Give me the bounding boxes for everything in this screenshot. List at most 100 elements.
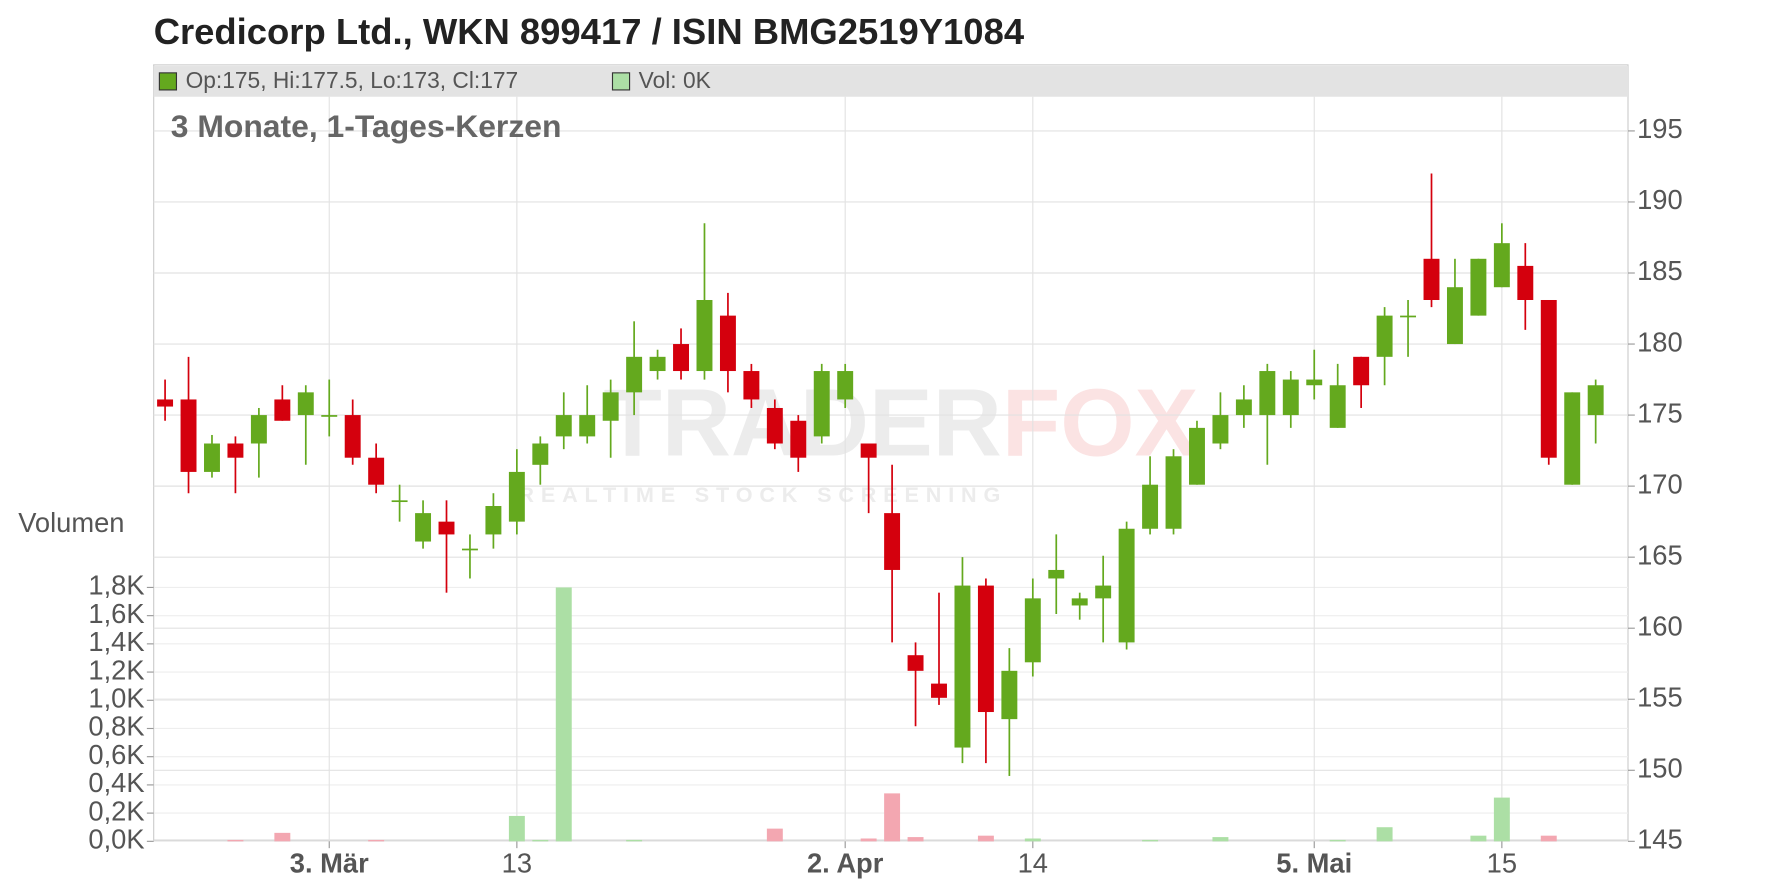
volume-bar	[508, 815, 525, 842]
y-tick-label: 180	[1637, 326, 1683, 357]
candle-body	[931, 683, 947, 698]
x-tick-label: 5. Mai	[1276, 847, 1352, 878]
legend-volume: Vol: 0K	[639, 67, 711, 93]
y-tick-label: 145	[1637, 824, 1683, 855]
candle-body	[1165, 456, 1182, 529]
volume-tick-label: 0,4K	[88, 767, 144, 798]
volume-bar	[1142, 839, 1159, 842]
chart-title: Credicorp Ltd., WKN 899417 / ISIN BMG251…	[154, 11, 1025, 52]
candle-body	[368, 457, 385, 485]
candle-body	[860, 443, 877, 458]
candle-body	[954, 585, 971, 748]
candle-body	[180, 399, 197, 472]
candle-body	[696, 299, 713, 372]
candle-body	[977, 585, 994, 713]
y-tick-label: 190	[1637, 184, 1683, 215]
volume-tick-label: 0,6K	[88, 739, 144, 770]
candle-body	[344, 415, 361, 458]
legend-swatch	[158, 72, 178, 91]
candle-body	[157, 399, 174, 407]
volume-bar	[532, 839, 549, 842]
candle-body	[438, 521, 455, 535]
candle-body	[1493, 243, 1510, 288]
volume-bar	[860, 838, 877, 842]
x-tick-label: 14	[1018, 847, 1048, 878]
candle-body	[1353, 356, 1370, 386]
legend-swatch	[611, 72, 631, 91]
volume-bar	[1024, 838, 1041, 842]
candle-body	[1540, 299, 1557, 458]
y-tick-label: 175	[1637, 397, 1683, 428]
candle-body	[1001, 670, 1018, 720]
candle-body	[1282, 379, 1299, 416]
candle-body	[766, 407, 783, 444]
candle-body	[1423, 258, 1440, 300]
candle-body	[1564, 392, 1581, 485]
volume-axis-label: Volumen	[18, 507, 124, 538]
volume-bar	[1470, 835, 1487, 842]
y-tick-label: 155	[1637, 681, 1683, 712]
candle-body	[1235, 399, 1252, 416]
volume-tick-label: 1,2K	[88, 654, 144, 685]
candle-body	[1329, 385, 1346, 428]
y-tick-label: 160	[1637, 610, 1683, 641]
volume-tick-label: 0,2K	[88, 795, 144, 826]
x-tick-label: 13	[502, 847, 532, 878]
y-tick-label: 185	[1637, 255, 1683, 286]
candle-body	[1306, 379, 1323, 386]
volume-tick-label: 0,0K	[88, 824, 144, 855]
volume-bar	[766, 828, 783, 842]
volume-bar	[1376, 827, 1393, 842]
x-tick-label: 3. Mär	[290, 847, 369, 878]
x-tick-label: 15	[1487, 847, 1517, 878]
candle-body	[813, 371, 830, 437]
candle-body	[1212, 415, 1229, 444]
candle-body	[1470, 258, 1487, 316]
candle-body	[227, 443, 244, 458]
candle-body	[1189, 427, 1205, 485]
candle-body	[1517, 265, 1534, 300]
y-tick-label: 170	[1637, 468, 1683, 499]
candle-body	[673, 344, 689, 372]
x-tick-label: 2. Apr	[807, 847, 884, 878]
volume-bar	[1212, 837, 1229, 842]
y-tick-label: 195	[1637, 113, 1683, 144]
candle-body	[884, 513, 901, 570]
plot-frame	[153, 64, 1629, 841]
candle-body	[579, 415, 596, 437]
volume-tick-label: 1,6K	[88, 598, 144, 629]
candle-body	[415, 513, 432, 542]
volume-bar	[977, 835, 994, 842]
volume-tick-label: 0,8K	[88, 711, 144, 742]
candle-body	[485, 506, 502, 535]
candle-body	[1048, 569, 1065, 579]
candle-body	[790, 420, 807, 458]
candle-body	[602, 392, 619, 421]
volume-tick-label: 1,4K	[88, 626, 144, 657]
candle-body	[1118, 528, 1135, 643]
candle-body	[907, 655, 924, 671]
candle-body	[204, 443, 220, 472]
candle-body	[1587, 385, 1604, 416]
candle-body	[649, 356, 666, 372]
volume-tick-label: 1,8K	[88, 570, 144, 601]
legend-price: Op:175, Hi:177.5, Lo:173, Cl:177	[186, 67, 519, 93]
legend-band	[153, 66, 1629, 97]
candle-body	[1400, 315, 1417, 318]
candle-body	[743, 371, 760, 400]
volume-bar	[907, 837, 924, 842]
candle-body	[297, 392, 314, 416]
candle-body	[1142, 484, 1159, 529]
candle-body	[321, 415, 338, 417]
candle-body	[508, 471, 525, 522]
candle-body	[391, 500, 408, 503]
candle-body	[1024, 598, 1041, 663]
candle-body	[1095, 585, 1112, 599]
y-tick-label: 150	[1637, 753, 1683, 784]
candle-body	[555, 415, 572, 437]
volume-bar	[884, 793, 901, 842]
candle-body	[837, 371, 854, 400]
candle-body	[626, 356, 643, 393]
